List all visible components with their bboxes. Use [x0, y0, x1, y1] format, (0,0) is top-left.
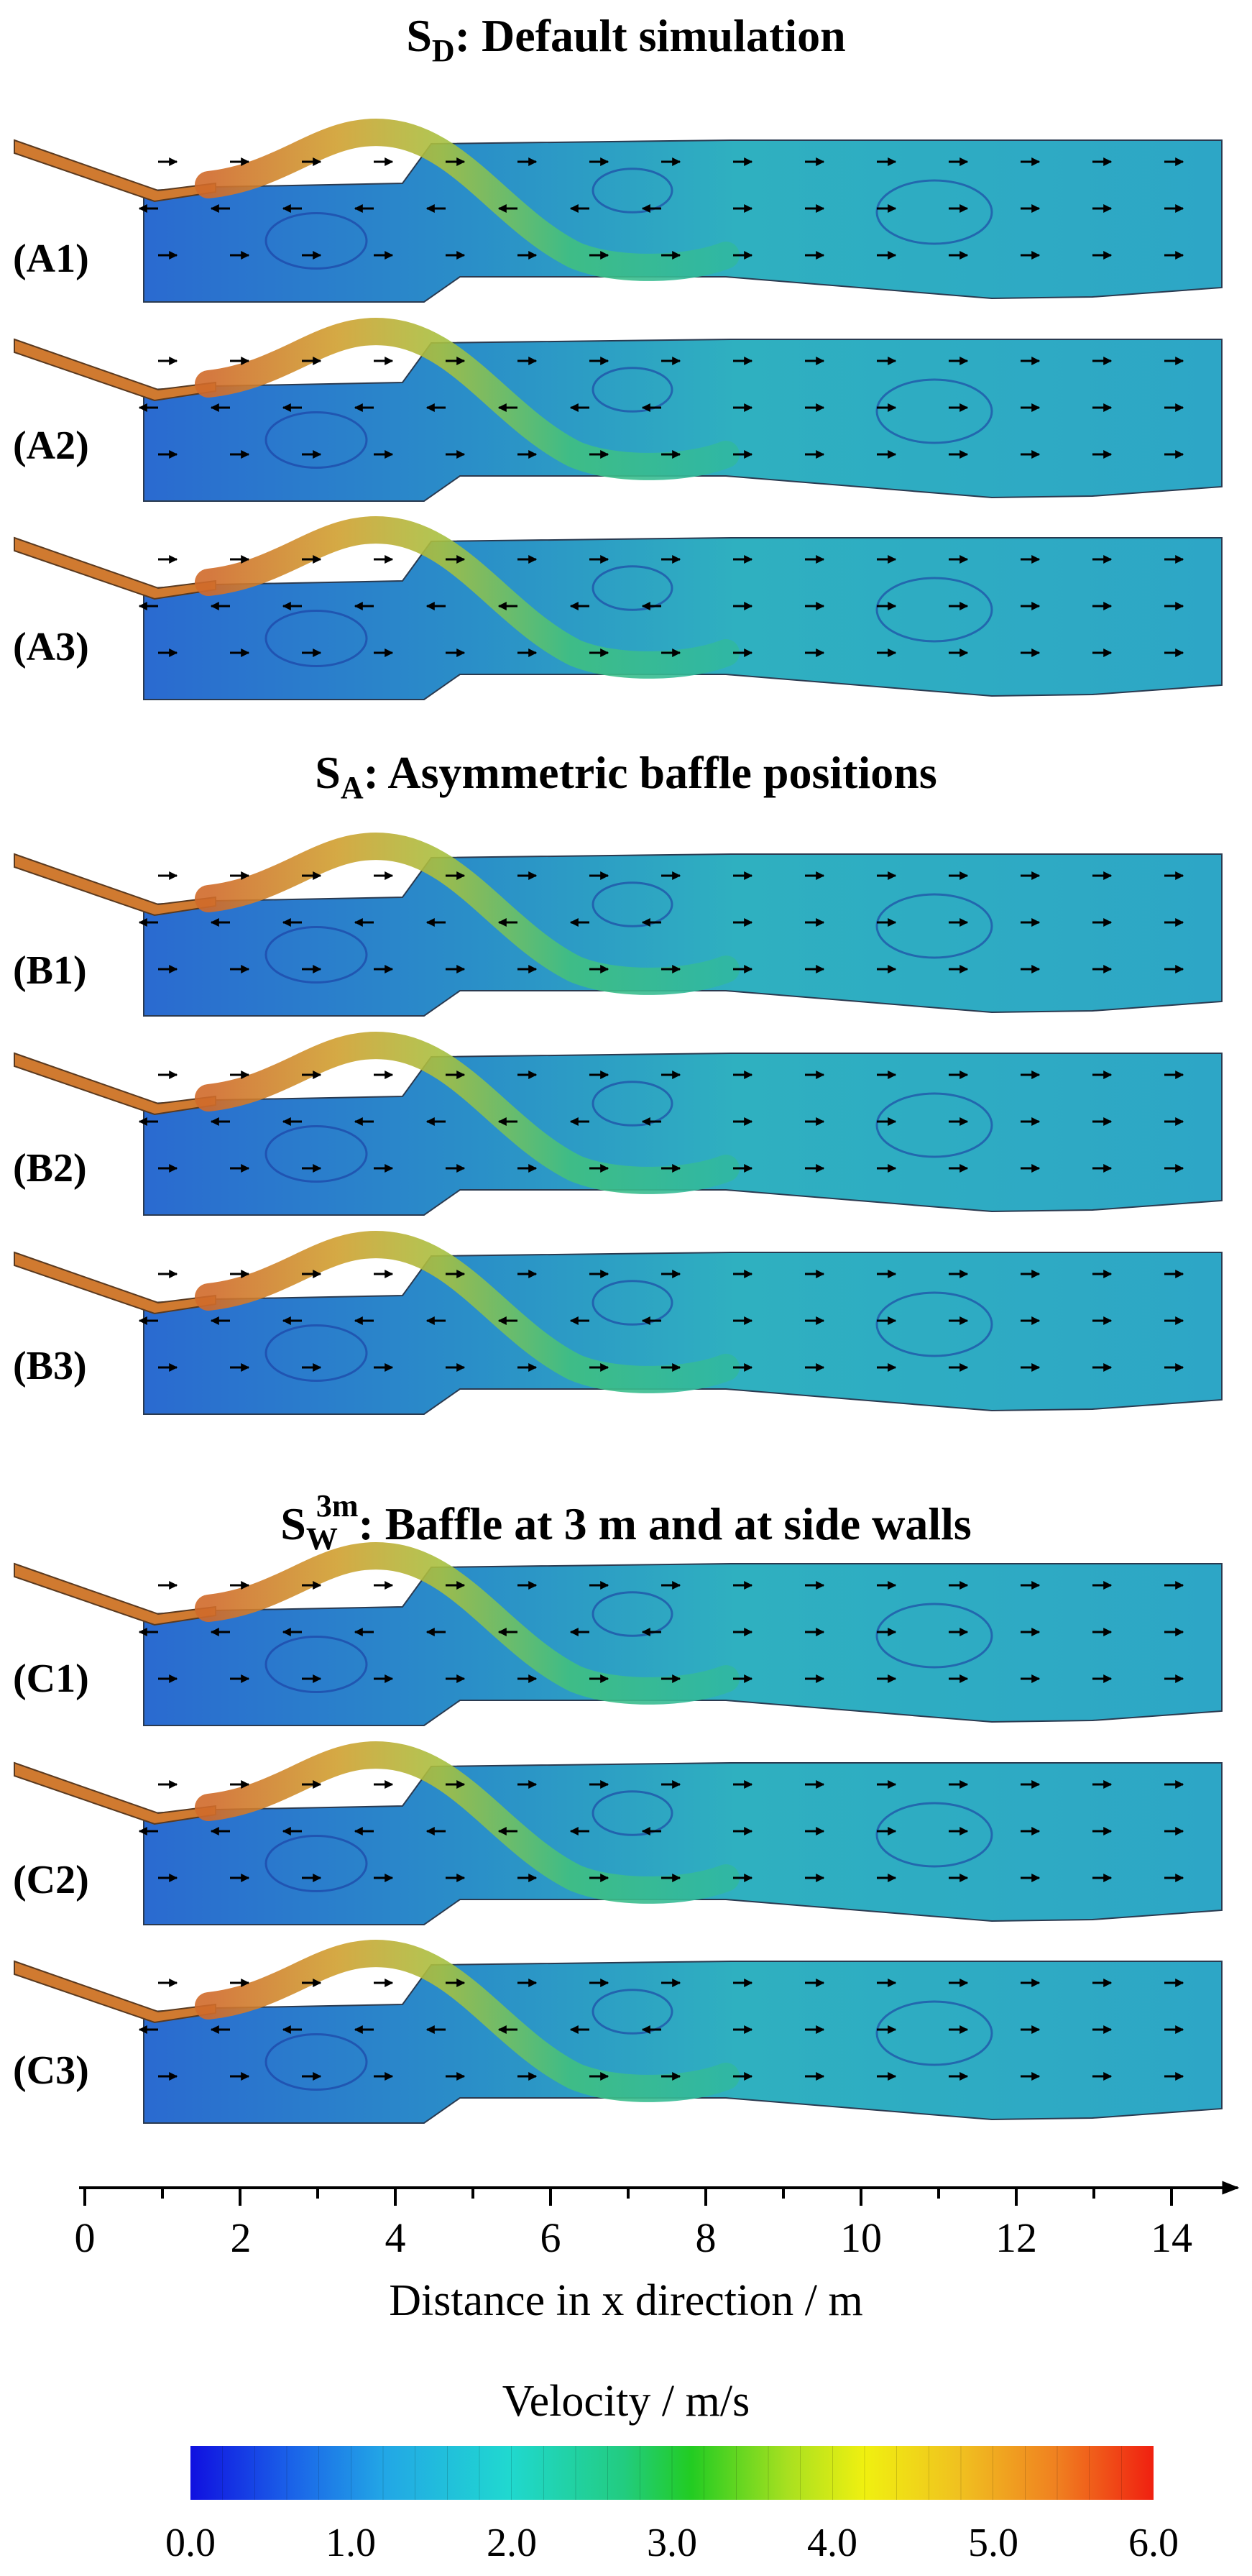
- inlet-chute: [14, 1761, 216, 1825]
- inlet-chute: [14, 853, 216, 917]
- colorbar-label-5: 5.0: [968, 2521, 1018, 2565]
- flow-domain: [143, 537, 1223, 700]
- colorbar: [190, 2446, 1154, 2500]
- high-velocity-jet: [195, 119, 740, 281]
- vortex: [592, 1591, 673, 1637]
- tick-label-8: 8: [695, 2214, 717, 2261]
- high-velocity-jet: [195, 833, 740, 995]
- flow-domain: [143, 853, 1223, 1017]
- inlet-chute: [14, 1251, 216, 1315]
- flow-panel-c2: [14, 1741, 1223, 1925]
- flow-panel-b3: [14, 1231, 1223, 1415]
- vortex: [264, 610, 368, 667]
- tick-label-12: 12: [995, 2214, 1037, 2261]
- colorbar-title: Velocity / m/s: [502, 2377, 750, 2426]
- flow-panel-c3: [14, 1940, 1223, 2124]
- tick-label-10: 10: [840, 2214, 882, 2261]
- section-title-side-walls: SW3m: Baffle at 3 m and at side walls: [280, 1488, 972, 1557]
- vortex: [264, 926, 368, 984]
- flow-panel-c1: [14, 1542, 1223, 1726]
- panel-label-b2: (B2): [13, 1146, 87, 1191]
- vortex: [875, 1603, 993, 1669]
- vortex: [875, 179, 993, 245]
- high-velocity-jet: [195, 516, 740, 679]
- flow-domain: [143, 1252, 1223, 1415]
- x-axis-label: Distance in x direction / m: [389, 2276, 863, 2325]
- flow-panel-b1: [14, 833, 1223, 1017]
- panel-label-a2: (A2): [13, 423, 89, 468]
- colorbar-label-2: 2.0: [487, 2521, 537, 2565]
- vortex: [875, 1802, 993, 1868]
- vortex: [875, 577, 993, 643]
- vortex: [264, 1636, 368, 1693]
- vortex: [592, 1081, 673, 1127]
- flow-domain: [143, 1563, 1223, 1726]
- inlet-chute: [14, 139, 216, 203]
- vortex: [592, 1280, 673, 1326]
- inlet-chute: [14, 536, 216, 600]
- x-axis: [79, 2181, 1240, 2206]
- vortex: [875, 2000, 993, 2066]
- flow-panel-a1: [14, 119, 1223, 303]
- vortex: [592, 168, 673, 214]
- high-velocity-jet: [195, 1032, 740, 1194]
- flow-panel-a3: [14, 516, 1223, 700]
- flow-panel-b2: [14, 1032, 1223, 1216]
- vortex: [592, 367, 673, 413]
- high-velocity-jet: [195, 1940, 740, 2102]
- flow-panel-a2: [14, 318, 1223, 502]
- vortex: [875, 1092, 993, 1158]
- colorbar-label-3: 3.0: [647, 2521, 697, 2565]
- vortex: [264, 212, 368, 270]
- colorbar-gradient: [190, 2446, 1154, 2500]
- vortex: [875, 893, 993, 959]
- vortex: [264, 1835, 368, 1892]
- section-title-asymmetric: SA: Asymmetric baffle positions: [315, 747, 937, 805]
- tick-label-2: 2: [230, 2214, 252, 2261]
- panel-label-c1: (C1): [13, 1656, 89, 1701]
- inlet-chute: [14, 1562, 216, 1626]
- high-velocity-jet: [195, 1231, 740, 1393]
- panel-label-c3: (C3): [13, 2048, 89, 2093]
- flow-domain: [143, 1762, 1223, 1925]
- high-velocity-jet: [195, 318, 740, 480]
- tick-label-4: 4: [385, 2214, 406, 2261]
- vortex: [592, 565, 673, 611]
- colorbar-label-6: 6.0: [1128, 2521, 1179, 2565]
- high-velocity-jet: [195, 1741, 740, 1904]
- vortex: [875, 1291, 993, 1357]
- vortex: [592, 1989, 673, 2035]
- tick-label-6: 6: [540, 2214, 561, 2261]
- inlet-chute: [14, 1052, 216, 1116]
- tick-label-0: 0: [74, 2214, 96, 2261]
- vortex: [264, 2033, 368, 2091]
- flow-domain: [143, 339, 1223, 502]
- high-velocity-jet: [195, 1542, 740, 1705]
- tick-label-14: 14: [1151, 2214, 1192, 2261]
- panel-label-a3: (A3): [13, 625, 89, 669]
- section-title-default: SD: Default simulation: [406, 10, 846, 68]
- inlet-chute: [14, 338, 216, 402]
- panel-label-a1: (A1): [13, 237, 89, 281]
- flow-domain: [143, 1961, 1223, 2124]
- colorbar-label-0: 0.0: [165, 2521, 216, 2565]
- vortex: [592, 881, 673, 927]
- vortex: [264, 1324, 368, 1382]
- vortex: [264, 411, 368, 469]
- vortex: [875, 378, 993, 444]
- panel-label-b3: (B3): [13, 1344, 87, 1388]
- flow-domain: [143, 139, 1223, 303]
- vortex: [264, 1125, 368, 1183]
- inlet-chute: [14, 1960, 216, 2024]
- colorbar-label-1: 1.0: [326, 2521, 376, 2565]
- panel-label-b1: (B1): [13, 948, 87, 993]
- colorbar-label-4: 4.0: [807, 2521, 857, 2565]
- flow-domain: [143, 1053, 1223, 1216]
- vortex: [592, 1790, 673, 1836]
- panel-label-c2: (C2): [13, 1858, 89, 1902]
